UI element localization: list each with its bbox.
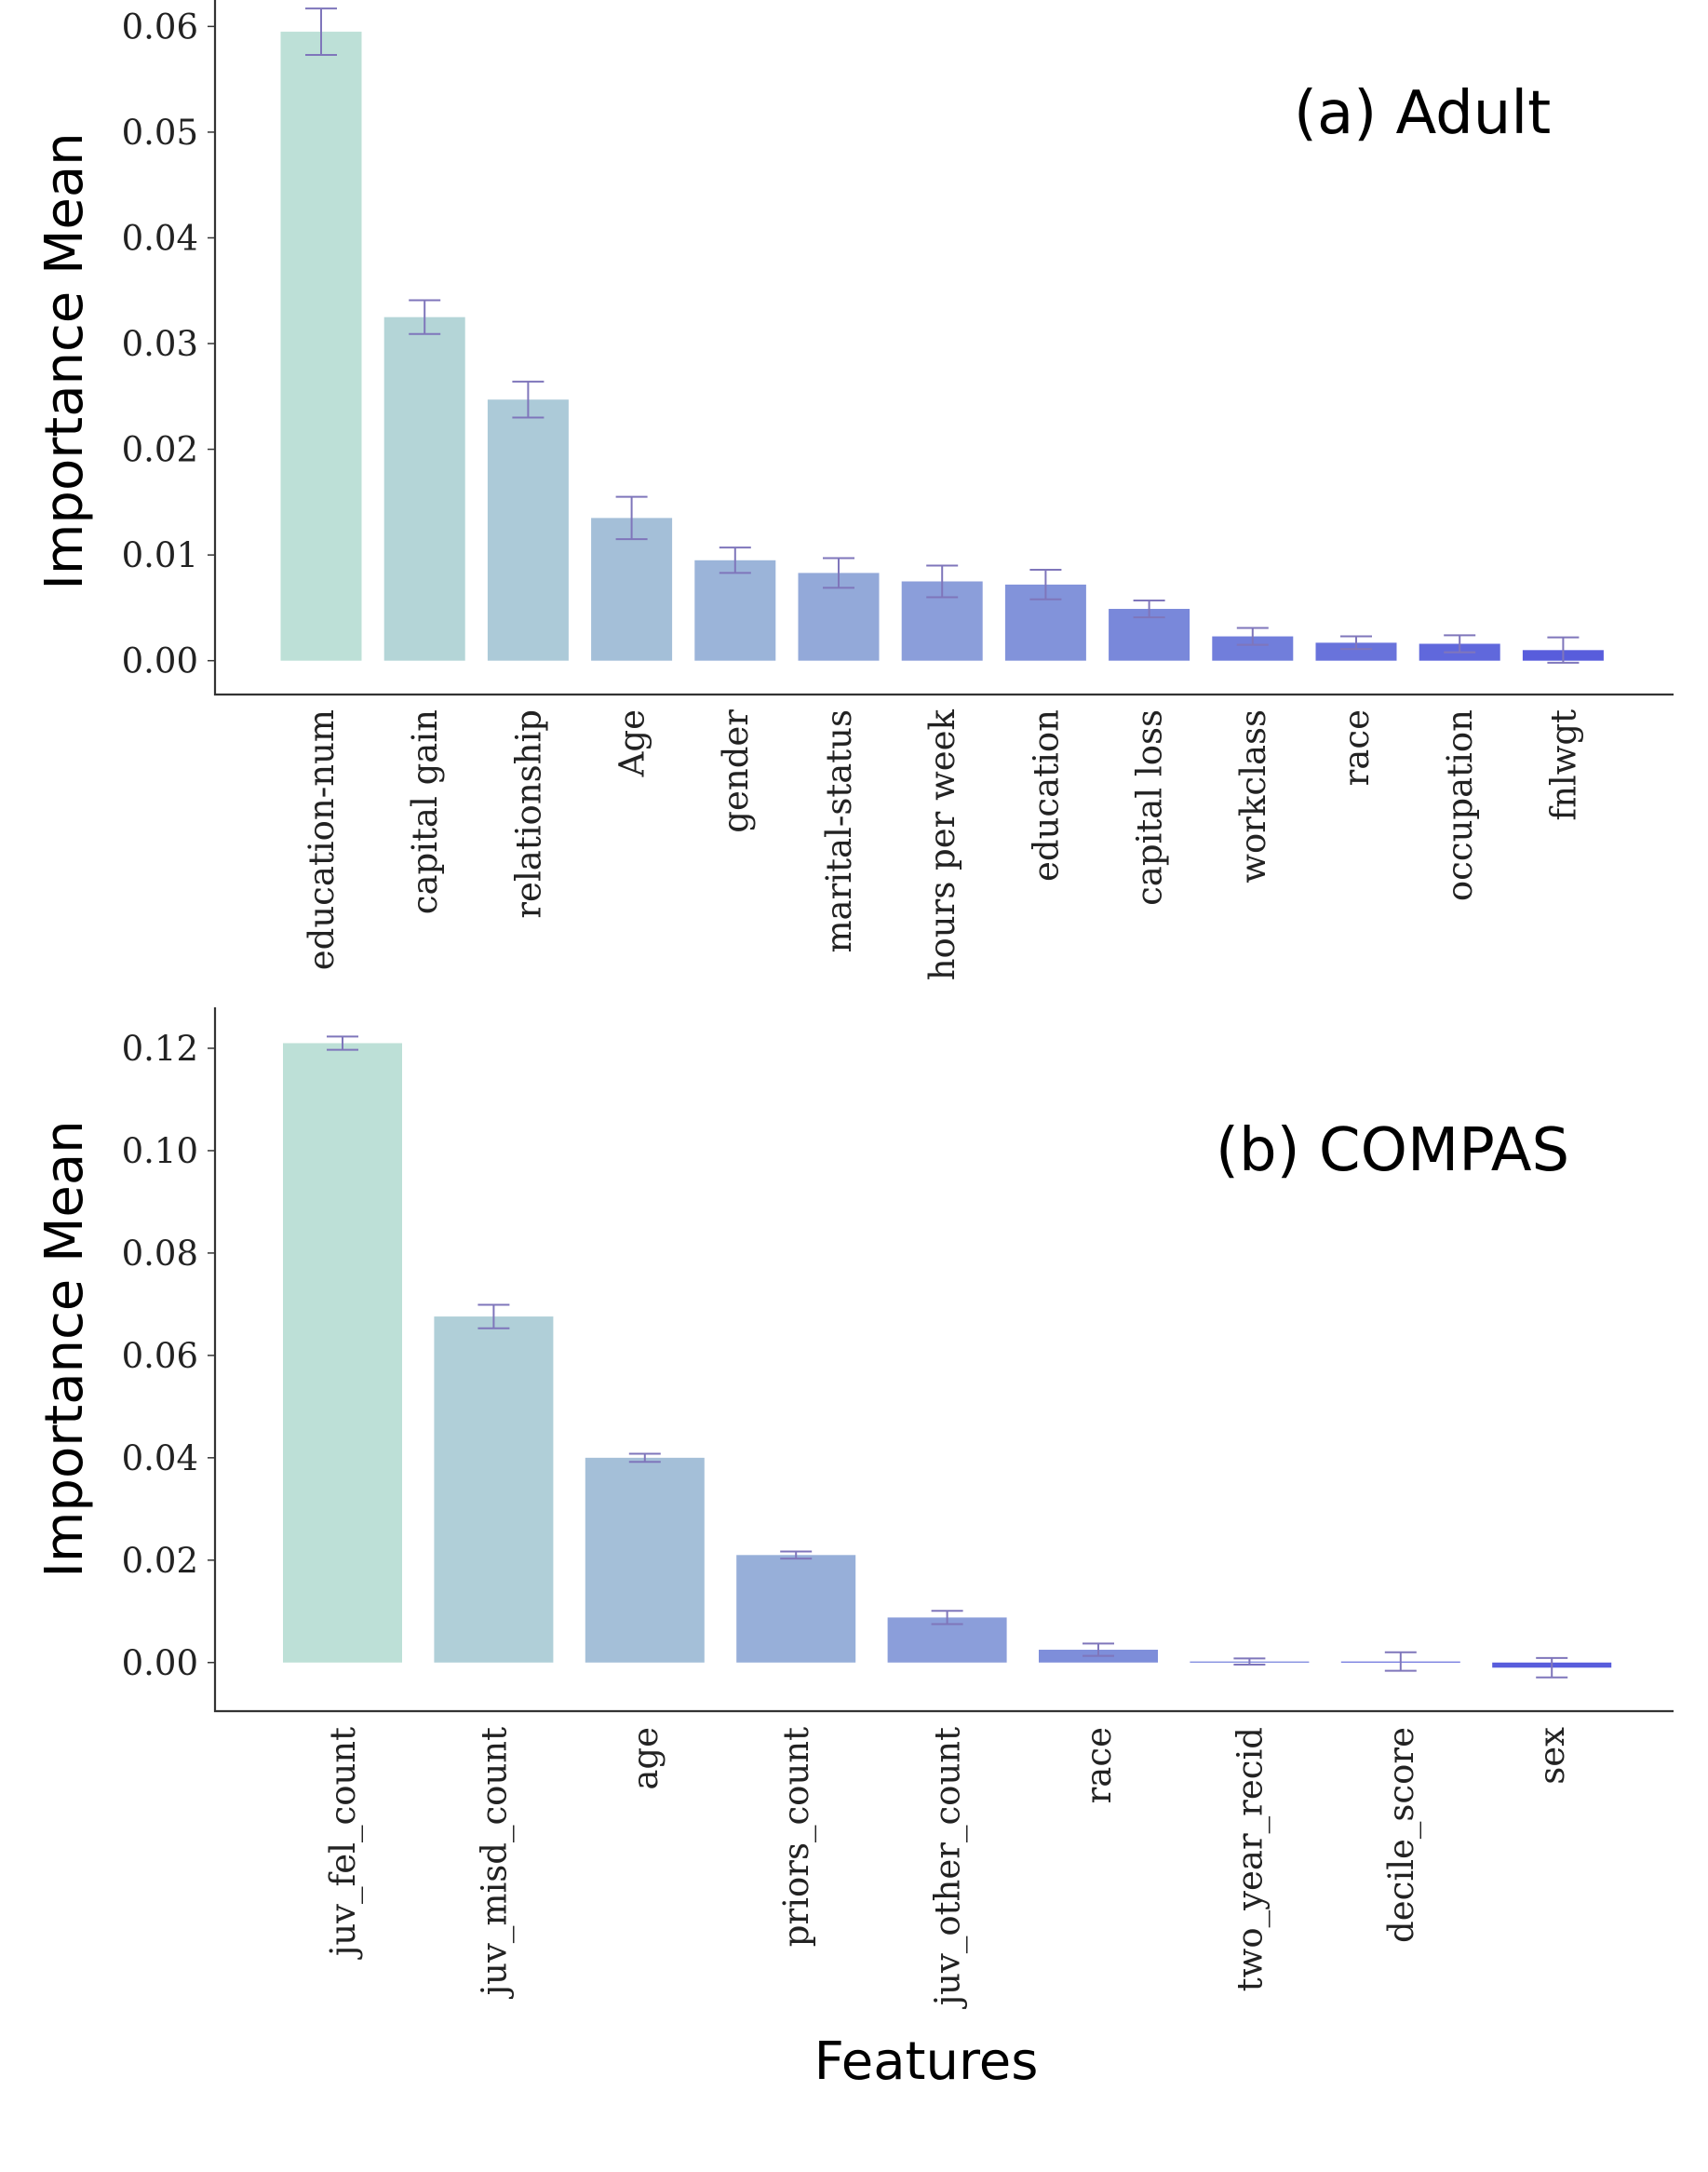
error-bar	[1029, 569, 1062, 600]
x-category-label: gender	[716, 709, 756, 833]
adult-x-axis-labels: education-num capital gain relationship Age…	[302, 708, 1583, 980]
error-bar	[1547, 636, 1580, 664]
y-tick-label: 0.01	[122, 535, 198, 575]
error-bar	[1340, 635, 1372, 651]
bar	[487, 399, 569, 661]
adult-y-axis-ticks: 0.00 0.01 0.02 0.03 0.04 0.05 0.06	[122, 7, 215, 681]
error-bar	[823, 557, 854, 589]
adult-axes	[213, 0, 1674, 696]
y-tick-label: 0.03	[122, 324, 198, 364]
y-tick-label: 0.10	[122, 1131, 198, 1171]
x-category-label: education-num	[302, 709, 342, 970]
compas-chart-panel: Importance Mean (b) COMPAS 0.000.020.040…	[34, 1007, 1674, 2092]
x-category-label: juv_misd_count	[474, 1727, 515, 1999]
error-bar	[409, 299, 441, 335]
bar	[434, 1316, 554, 1663]
y-tick-label: 0.02	[122, 430, 198, 470]
bar	[694, 560, 776, 661]
x-category-label: Age	[612, 709, 652, 777]
x-category-label: fnlwgt	[1543, 709, 1583, 821]
y-tick-label: 0.12	[122, 1029, 198, 1069]
error-bar	[628, 1452, 661, 1464]
x-category-label: occupation	[1440, 709, 1480, 901]
x-category-label: age	[625, 1727, 666, 1790]
bar	[383, 317, 465, 661]
x-category-label: education	[1026, 709, 1066, 882]
error-bar	[931, 1610, 963, 1626]
x-category-label: priors_count	[776, 1727, 817, 1947]
compas-error-bars	[327, 1035, 1568, 1679]
x-category-label: race	[1337, 709, 1377, 786]
x-category-label: hours per week	[922, 708, 962, 980]
error-bar	[1384, 1651, 1417, 1672]
error-bar	[1233, 1657, 1266, 1666]
y-tick-label: 0.08	[122, 1234, 198, 1274]
compas-axes	[213, 1007, 1674, 1713]
y-tick-label: 0.00	[122, 641, 198, 681]
y-tick-label: 0.05	[122, 113, 198, 153]
adult-bars	[280, 32, 1604, 661]
compas-x-axis-labels: juv_fel_count juv_misd_count age priors_cou…	[323, 1727, 1572, 2009]
y-tick-label: 0.02	[122, 1541, 198, 1581]
error-bar	[305, 7, 337, 57]
compas-chart-title: (b) COMPAS	[1216, 1116, 1569, 1185]
error-bar	[1083, 1642, 1114, 1657]
compas-bars	[283, 1043, 1612, 1668]
x-category-label: capital gain	[405, 709, 445, 914]
bar	[585, 1457, 705, 1663]
bar	[283, 1043, 402, 1663]
compas-xlabel: Features	[814, 2031, 1039, 2092]
x-category-label: workclass	[1233, 709, 1273, 884]
bar	[280, 32, 362, 661]
error-bar	[477, 1303, 510, 1329]
x-category-label: sex	[1532, 1727, 1572, 1785]
adult-error-bars	[305, 7, 1580, 664]
error-bar	[1236, 627, 1269, 646]
x-category-label: decile_score	[1381, 1727, 1422, 1943]
x-category-label: race	[1079, 1727, 1119, 1803]
error-bar	[719, 546, 751, 574]
error-bar	[1133, 599, 1165, 619]
compas-ylabel: Importance Mean	[34, 1120, 95, 1577]
adult-ylabel: Importance Mean	[34, 132, 95, 589]
x-category-label: juv_other_count	[928, 1727, 969, 2009]
bar	[591, 518, 673, 661]
error-bar	[615, 495, 648, 541]
error-bar	[780, 1550, 813, 1560]
bar	[736, 1555, 856, 1663]
x-category-label: juv_fel_count	[323, 1727, 364, 1960]
error-bar	[1444, 634, 1476, 654]
y-tick-label: 0.04	[122, 218, 198, 258]
x-category-label: capital loss	[1130, 709, 1170, 906]
compas-y-axis-ticks: 0.00 0.02 0.04 0.06 0.08 0.10 0.12	[122, 1029, 215, 1683]
adult-chart-title: (a) Adult	[1294, 79, 1551, 148]
adult-chart-panel: Importance Mean (a) Adult 0.000.010.020.…	[34, 0, 1674, 980]
y-tick-label: 0.00	[122, 1643, 198, 1683]
y-tick-label: 0.06	[122, 7, 198, 47]
error-bar	[327, 1035, 358, 1051]
x-category-label: two_year_recid	[1230, 1727, 1271, 1991]
y-tick-label: 0.04	[122, 1438, 198, 1478]
bar	[1315, 642, 1397, 661]
error-bar	[926, 564, 959, 599]
error-bar	[512, 380, 545, 419]
error-bar	[1536, 1656, 1568, 1679]
x-category-label: marital-status	[819, 709, 859, 953]
x-category-label: relationship	[508, 709, 548, 919]
y-tick-label: 0.06	[122, 1336, 198, 1376]
